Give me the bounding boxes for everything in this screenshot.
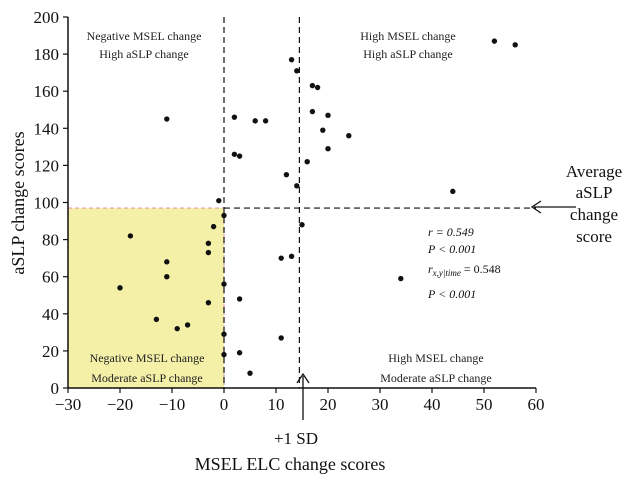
x-axis-title: MSEL ELC change scores xyxy=(195,454,386,474)
x-tick-label: 0 xyxy=(220,395,229,414)
data-point xyxy=(314,84,321,91)
stat-p1: P < 0.001 xyxy=(427,242,476,256)
data-point xyxy=(210,223,217,230)
data-point xyxy=(299,222,305,228)
stat-r-partial-subscript: x,y|time xyxy=(432,268,461,278)
avg-arrow-head xyxy=(530,200,542,214)
sd-arrow-head xyxy=(296,372,310,384)
data-point xyxy=(127,233,134,239)
y-tick-label: 60 xyxy=(42,268,59,287)
x-tick-label: −10 xyxy=(159,395,186,414)
data-point xyxy=(491,38,498,44)
data-point xyxy=(512,42,518,48)
data-point xyxy=(320,127,326,133)
stat-p2: P < 0.001 xyxy=(427,287,476,301)
quadrant-top-right-line1: High MSEL change xyxy=(360,29,456,43)
data-point xyxy=(153,316,160,323)
data-point xyxy=(221,212,227,219)
avg-label-line4: score xyxy=(576,227,612,246)
y-tick-label: 140 xyxy=(34,119,60,138)
data-point xyxy=(294,68,300,74)
y-tick-label: 200 xyxy=(34,8,60,27)
quadrant-top-right-line2: High aSLP change xyxy=(363,47,453,61)
data-point xyxy=(184,322,191,328)
y-tick-label: 120 xyxy=(34,156,60,175)
data-point xyxy=(236,153,243,159)
data-point xyxy=(346,133,352,139)
data-point xyxy=(221,281,227,287)
data-point xyxy=(304,158,310,165)
data-point xyxy=(288,56,295,63)
y-axis-title: aSLP change scores xyxy=(8,131,28,274)
sd-label: +1 SD xyxy=(274,429,318,448)
quadrant-bottom-left-line2: Moderate aSLP change xyxy=(91,371,203,385)
data-point xyxy=(294,183,300,189)
y-tick-label: 160 xyxy=(34,82,60,101)
quadrant-top-left-line2: High aSLP change xyxy=(99,47,189,61)
y-tick-label: 180 xyxy=(34,45,60,64)
ticks: −30 −20 −10 0 10 20 30 40 50 60 0 20 40 60 80 100 120 140… xyxy=(34,8,545,414)
x-tick-label: 30 xyxy=(372,395,389,414)
data-point xyxy=(262,118,269,124)
data-point xyxy=(309,82,316,89)
x-tick-label: 60 xyxy=(528,395,545,414)
data-point xyxy=(278,255,284,261)
x-tick-label: −20 xyxy=(107,395,134,414)
y-tick-label: 0 xyxy=(51,379,60,398)
data-point xyxy=(278,335,284,341)
data-point xyxy=(283,171,290,178)
data-point xyxy=(216,197,222,204)
data-point xyxy=(450,188,456,195)
data-point xyxy=(231,151,238,157)
data-point xyxy=(325,112,331,119)
x-tick-label: 50 xyxy=(476,395,493,414)
quadrant-bottom-left-line1: Negative MSEL change xyxy=(90,351,205,365)
data-point xyxy=(252,118,258,124)
x-tick-label: 10 xyxy=(268,395,285,414)
data-point xyxy=(205,299,212,306)
stat-r: r = 0.549 xyxy=(428,225,474,239)
data-point xyxy=(221,351,227,358)
data-point xyxy=(174,325,180,332)
data-point xyxy=(288,253,295,259)
x-tick-label: 40 xyxy=(424,395,441,414)
data-point xyxy=(325,146,331,152)
data-point xyxy=(309,108,316,115)
data-point xyxy=(164,116,170,122)
avg-label-line1: Average xyxy=(566,162,622,181)
data-point xyxy=(221,331,227,337)
data-point xyxy=(117,285,123,291)
data-point xyxy=(247,370,253,376)
avg-label-line2: aSLP xyxy=(576,183,613,202)
y-tick-label: 100 xyxy=(34,194,60,213)
quadrant-top-left-line1: Negative MSEL change xyxy=(87,29,202,43)
y-tick-label: 80 xyxy=(42,231,59,250)
data-point xyxy=(164,259,170,265)
avg-label-line3: change xyxy=(570,205,618,224)
quadrant-bottom-right-line1: High MSEL change xyxy=(388,351,484,365)
data-point xyxy=(236,296,243,302)
data-point xyxy=(398,275,404,282)
data-point xyxy=(164,274,170,280)
y-tick-label: 40 xyxy=(42,305,59,324)
data-point xyxy=(236,350,243,356)
stat-r-partial-value: = 0.548 xyxy=(461,262,501,276)
stat-r-partial: rx,y|time = 0.548 xyxy=(428,262,501,278)
highlight-region xyxy=(67,207,225,389)
x-tick-label: −30 xyxy=(55,395,82,414)
data-point xyxy=(205,240,212,247)
data-point xyxy=(205,249,212,256)
data-points xyxy=(117,38,518,376)
x-tick-label: 20 xyxy=(320,395,337,414)
stat-r-partial-symbol: r xyxy=(428,262,433,276)
data-point xyxy=(231,114,238,120)
quadrant-bottom-right-line2: Moderate aSLP change xyxy=(380,371,492,385)
y-tick-label: 20 xyxy=(42,342,59,361)
